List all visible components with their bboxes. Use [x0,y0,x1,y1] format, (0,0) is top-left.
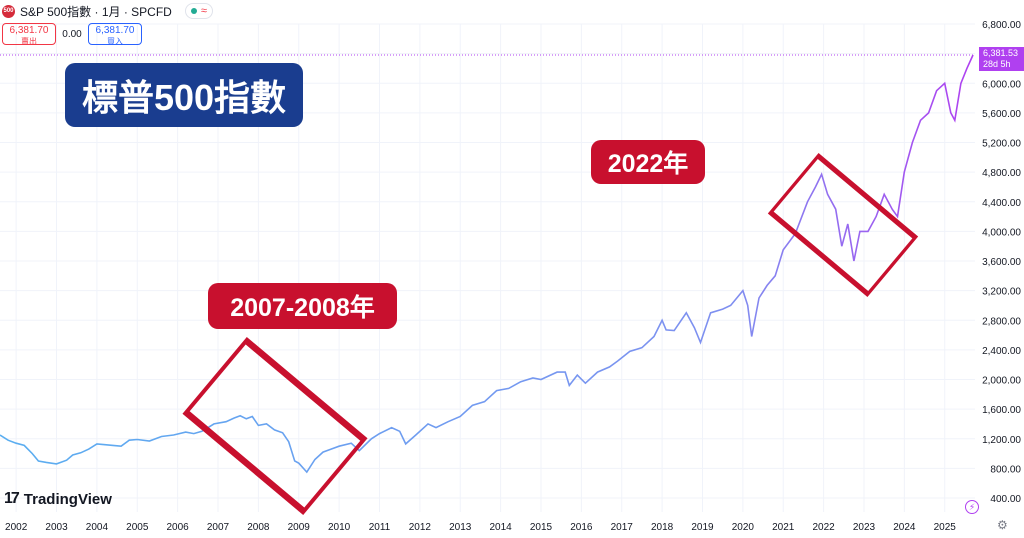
y-tick-label: 5,600.00 [982,109,1021,120]
buy-label: 買入 [107,37,123,46]
x-tick-label: 2014 [489,522,512,533]
x-tick-label: 2002 [5,522,28,533]
tradingview-logo[interactable]: 17 TradingView [4,490,112,508]
x-tick-label: 2019 [691,522,714,533]
x-tick-label: 2022 [812,522,835,533]
y-tick-label: 4,400.00 [982,198,1021,209]
y-tick-label: 1,600.00 [982,405,1021,416]
chart-grid [0,23,975,512]
symbol-title[interactable]: S&P 500指數 · 1月 · SPCFD [20,4,172,19]
x-tick-label: 2003 [45,522,68,533]
y-tick-label: 400.00 [990,494,1021,505]
y-tick-label: 1,200.00 [982,435,1021,446]
lightning-icon[interactable]: ⚡ [965,500,979,514]
y-tick-label: 3,600.00 [982,257,1021,268]
x-tick-label: 2015 [530,522,553,533]
x-tick-label: 2009 [288,522,311,533]
y-tick-label: 3,200.00 [982,287,1021,298]
settings-gear-icon[interactable]: ⚙ [997,518,1008,532]
x-tick-label: 2018 [651,522,674,533]
sp500-logo: 500 [2,4,15,18]
y-tick-label: 4,800.00 [982,168,1021,179]
x-tick-label: 2023 [853,522,876,533]
x-tick-label: 2006 [167,522,190,533]
spread-value: 0.00 [62,28,82,40]
sell-price: 6,381.70 [9,25,49,36]
buy-price: 6,381.70 [95,25,135,36]
series-line [0,54,974,474]
chart-title-badge: 標普500指數 [65,63,303,127]
y-tick-label: 2,800.00 [982,316,1021,327]
sell-button[interactable]: 6,381.70 賣出 [2,23,56,46]
label-2007-2008: 2007-2008年 [208,283,397,329]
current-price-value: 6,381.53 [983,48,1019,58]
highlight-box-2007-2008 [182,337,368,515]
buy-button[interactable]: 6,381.70 買入 [88,23,142,46]
x-tick-label: 2004 [86,522,109,533]
x-tick-label: 2024 [893,522,916,533]
x-tick-label: 2007 [207,522,230,533]
market-open-icon [190,8,197,14]
x-tick-label: 2021 [772,522,795,533]
y-tick-label: 2,000.00 [982,376,1021,387]
wave-icon: ≈ [200,4,207,17]
x-tick-label: 2010 [328,522,351,533]
bar-countdown: 28d 5h [983,59,1011,69]
sell-label: 賣出 [21,37,37,46]
tradingview-mark-icon: 17 [4,490,20,507]
x-axis: 2002 2003 2004 2005 2006 2007 2008 2009 2010 2011… [5,522,956,533]
x-tick-label: 2008 [247,522,270,533]
market-status-pill[interactable]: ≈ [184,3,213,19]
x-tick-label: 2016 [570,522,593,533]
y-axis: 6,800.006,400.006,000.005,600.005,200.00… [982,20,1021,505]
y-tick-label: 6,800.00 [982,20,1021,31]
y-tick-label: 6,000.00 [982,79,1021,90]
label-2022: 2022年 [591,140,705,184]
highlight-box-2022 [767,152,919,298]
x-tick-label: 2012 [409,522,432,533]
y-tick-label: 800.00 [990,464,1021,475]
y-tick-label: 4,000.00 [982,227,1021,238]
y-tick-label: 5,200.00 [982,139,1021,150]
x-tick-label: 2020 [732,522,755,533]
current-price-tag: 6,381.53 28d 5h [979,47,1024,71]
quote-row: 6,381.70 賣出 0.00 6,381.70 買入 [2,23,142,46]
tradingview-name: TradingView [23,490,112,508]
x-tick-label: 2025 [934,522,957,533]
symbol-header: 500 S&P 500指數 · 1月 · SPCFD ≈ [2,2,213,20]
x-tick-label: 2013 [449,522,472,533]
y-tick-label: 2,400.00 [982,346,1021,357]
x-tick-label: 2011 [369,522,391,533]
x-tick-label: 2005 [126,522,149,533]
x-tick-label: 2017 [611,522,634,533]
